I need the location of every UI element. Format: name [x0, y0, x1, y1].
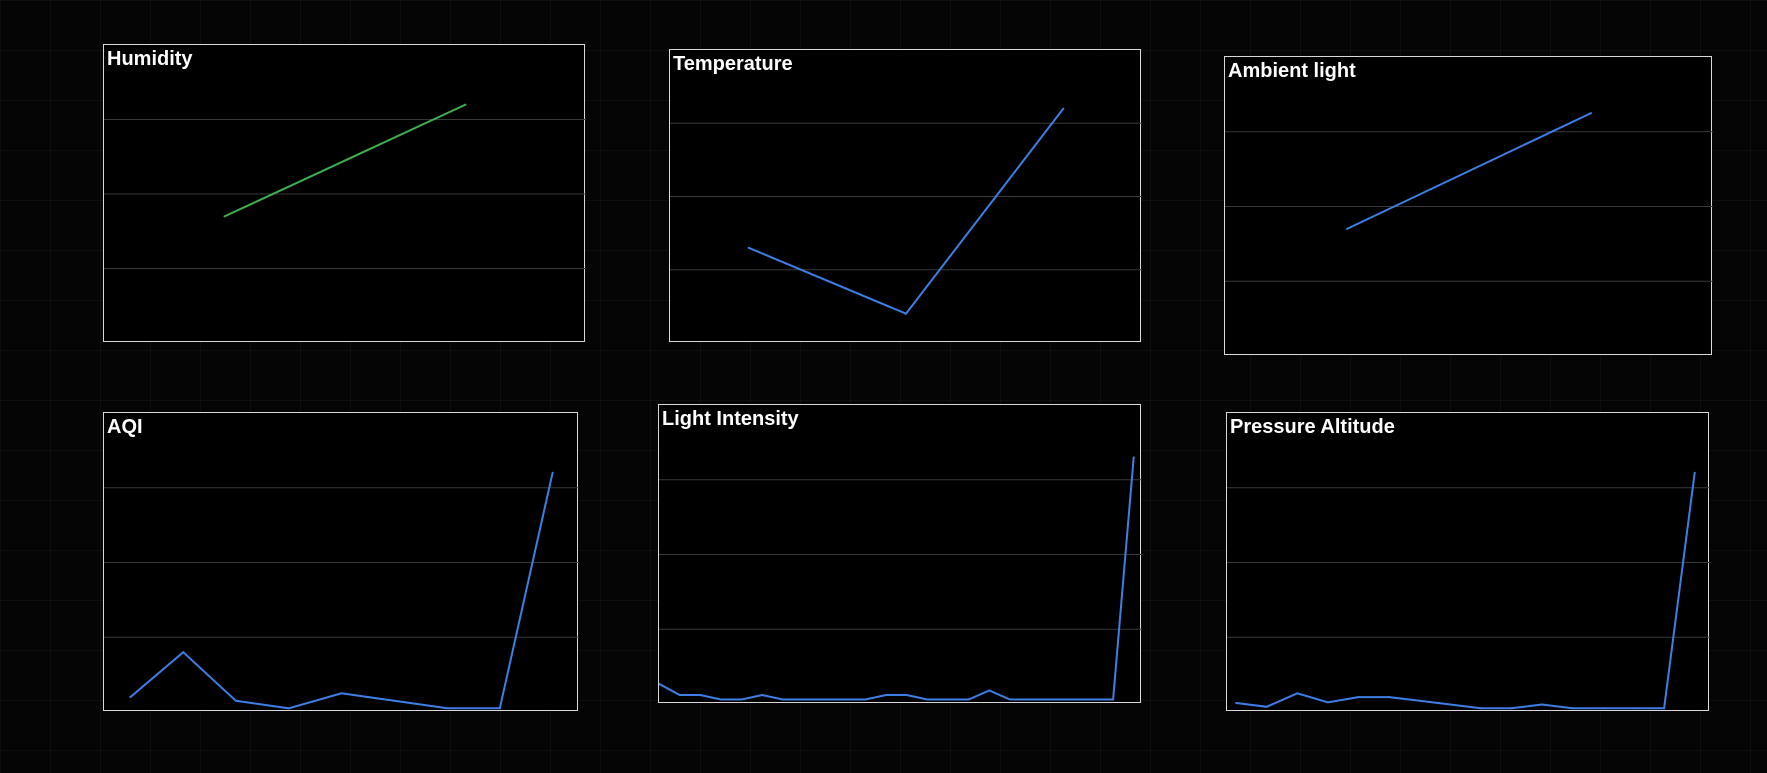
data-point	[1540, 703, 1543, 706]
data-point	[551, 471, 554, 474]
chart-title: Light Intensity	[662, 408, 799, 430]
chart-title: Temperature	[673, 53, 793, 75]
data-point	[1357, 696, 1360, 699]
chart-title: Ambient light	[1228, 60, 1356, 82]
series-line	[748, 107, 1065, 315]
data-point	[1296, 692, 1299, 695]
data-point	[1418, 699, 1421, 702]
data-point	[182, 651, 185, 654]
data-point	[1029, 698, 1032, 701]
data-point	[988, 689, 991, 692]
data-point	[1346, 227, 1348, 230]
data-point	[1132, 456, 1135, 459]
chart-plot	[104, 103, 586, 269]
chart-panel-pressure-altitude: Pressure Altitude	[1226, 412, 1710, 711]
data-point	[498, 707, 501, 710]
data-point	[1388, 696, 1391, 699]
chart-panel-humidity: Humidity	[103, 44, 586, 342]
data-point	[747, 246, 750, 249]
data-point	[1449, 703, 1452, 706]
data-point	[740, 698, 743, 701]
data-point	[1479, 707, 1482, 710]
data-point	[464, 103, 467, 106]
data-point	[1602, 707, 1605, 710]
data-point	[234, 699, 237, 702]
chart-plot	[1225, 112, 1713, 282]
data-point	[719, 698, 722, 701]
chart-panel-temperature: Temperature	[669, 49, 1142, 342]
chart-title: AQI	[107, 416, 143, 438]
data-point	[843, 698, 846, 701]
data-point	[1265, 705, 1268, 708]
chart-plot	[104, 471, 579, 710]
chart-panel-light-intensity: Light Intensity	[658, 404, 1142, 703]
data-point	[678, 694, 681, 697]
data-point	[885, 694, 888, 697]
chart-title: Pressure Altitude	[1230, 416, 1395, 438]
data-point	[1062, 107, 1065, 110]
chart-plot	[1227, 471, 1710, 710]
data-point	[946, 698, 949, 701]
series-line	[1236, 472, 1696, 710]
data-point	[1008, 698, 1011, 701]
data-point	[1632, 707, 1635, 710]
chart-panel-aqi: AQI	[103, 412, 579, 711]
data-point	[905, 694, 908, 697]
data-point	[967, 698, 970, 701]
data-point	[340, 692, 343, 695]
series-line	[129, 472, 554, 710]
data-point	[802, 698, 805, 701]
data-point	[1510, 707, 1513, 710]
data-point	[129, 696, 132, 699]
data-point	[1590, 112, 1592, 115]
data-point	[1693, 471, 1696, 474]
data-point	[1050, 698, 1053, 701]
data-point	[1663, 707, 1666, 710]
data-point	[864, 698, 867, 701]
data-point	[1091, 698, 1094, 701]
data-point	[659, 682, 660, 685]
data-point	[223, 215, 226, 218]
data-point	[926, 698, 929, 701]
data-point	[1070, 698, 1073, 701]
data-point	[1326, 701, 1329, 704]
data-point	[905, 312, 907, 315]
series-line	[659, 457, 1135, 701]
series-line	[1346, 112, 1592, 230]
series-line	[224, 103, 466, 218]
data-point	[1112, 698, 1115, 701]
chart-panel-ambient-light: Ambient light	[1224, 56, 1713, 355]
data-point	[699, 694, 702, 697]
data-point	[1235, 702, 1238, 705]
data-point	[823, 698, 826, 701]
chart-plot	[659, 456, 1142, 701]
chart-title: Humidity	[107, 48, 193, 70]
data-point	[781, 698, 784, 701]
chart-plot	[670, 107, 1142, 315]
data-point	[287, 707, 290, 710]
data-point	[393, 699, 396, 702]
data-point	[1571, 707, 1574, 710]
data-point	[446, 707, 449, 710]
data-point	[761, 694, 764, 697]
